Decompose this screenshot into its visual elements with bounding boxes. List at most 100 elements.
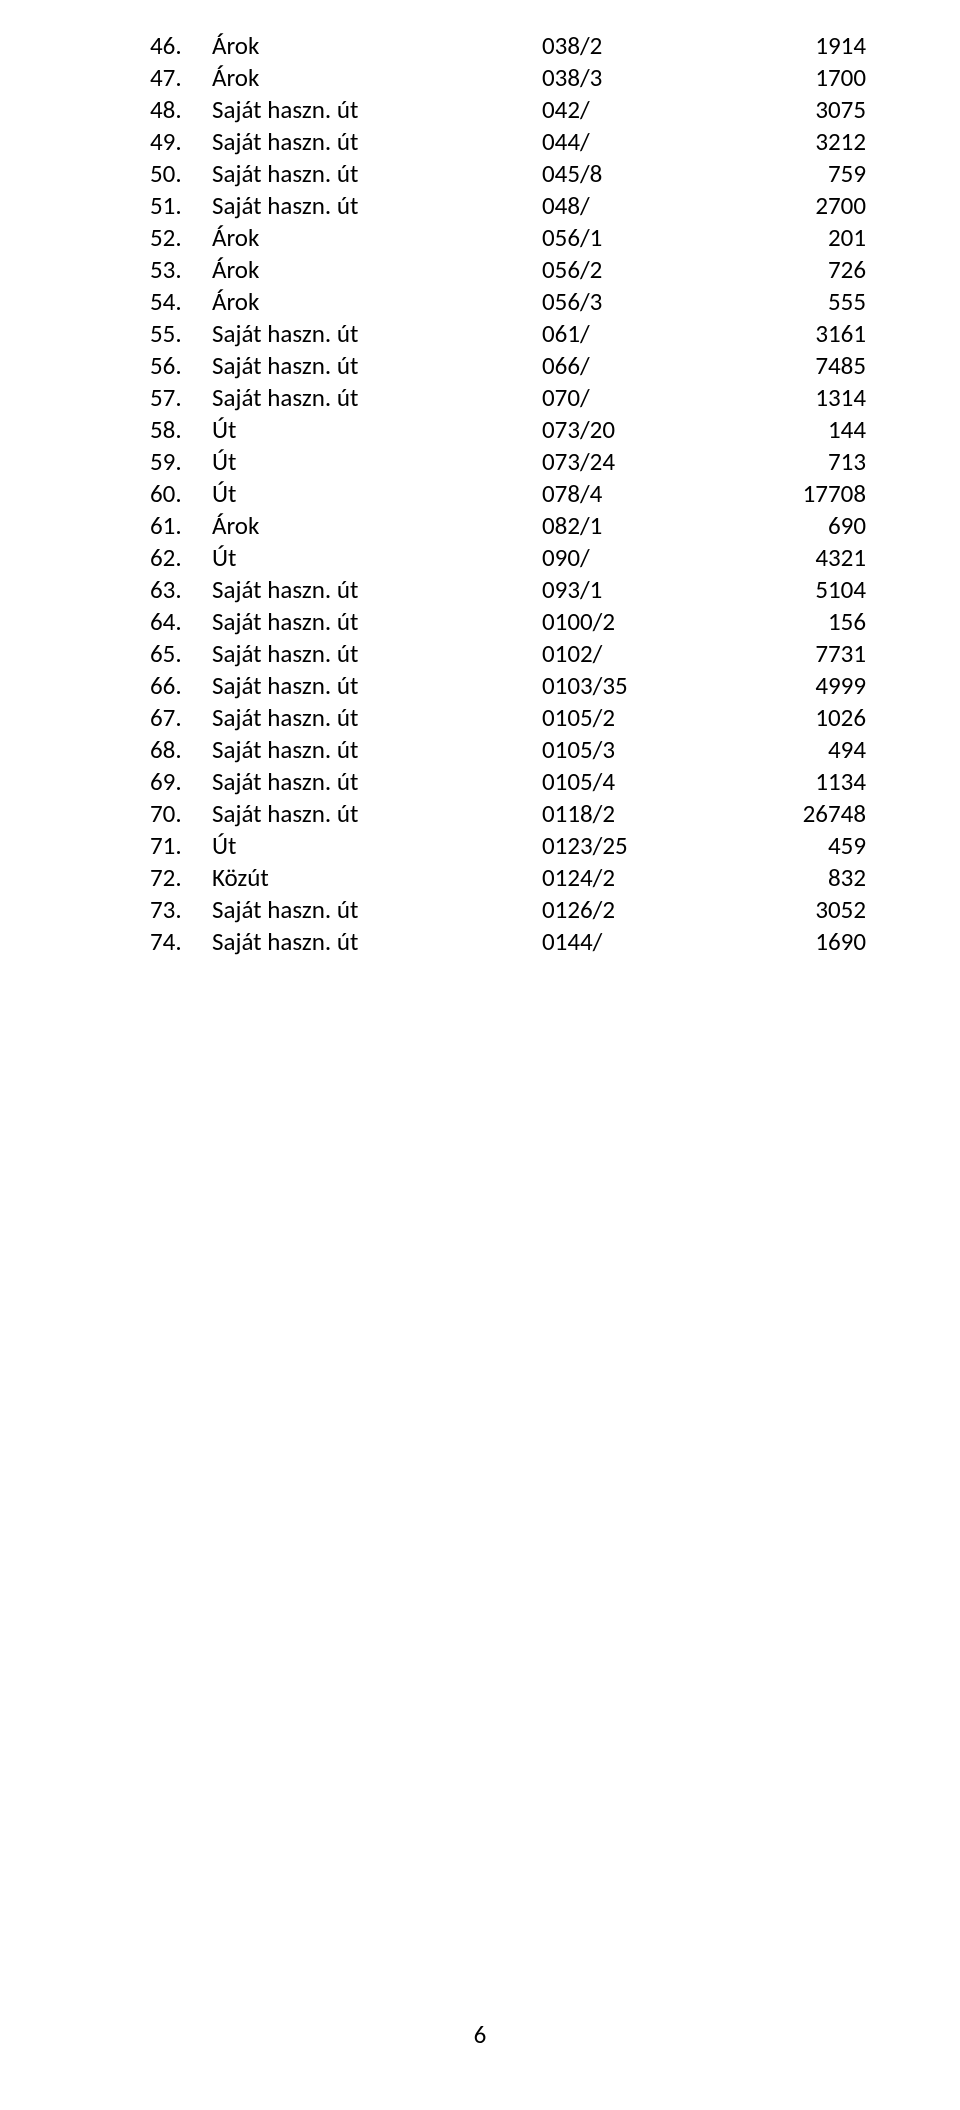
row-code: 045/8	[542, 158, 732, 190]
row-value: 1134	[732, 766, 866, 798]
row-number: 55.	[150, 318, 212, 350]
row-number: 50.	[150, 158, 212, 190]
row-code: 0100/2	[542, 606, 732, 638]
row-number: 64.	[150, 606, 212, 638]
row-description: Saját haszn. út	[212, 318, 542, 350]
row-number: 48.	[150, 94, 212, 126]
row-description: Saját haszn. út	[212, 766, 542, 798]
row-value: 26748	[732, 798, 866, 830]
row-description: Saját haszn. út	[212, 734, 542, 766]
table-row: 49.Saját haszn. út044/3212	[150, 126, 890, 158]
row-description: Közút	[212, 862, 542, 894]
table-row: 74.Saját haszn. út0144/1690	[150, 926, 890, 958]
row-code: 038/2	[542, 30, 732, 62]
row-value: 1314	[732, 382, 866, 414]
row-code: 078/4	[542, 478, 732, 510]
row-number: 65.	[150, 638, 212, 670]
row-number: 74.	[150, 926, 212, 958]
row-value: 726	[732, 254, 866, 286]
row-value: 1026	[732, 702, 866, 734]
table-row: 56.Saját haszn. út066/7485	[150, 350, 890, 382]
row-number: 72.	[150, 862, 212, 894]
table-body: 46.Árok038/2191447.Árok038/3170048.Saját…	[150, 30, 890, 958]
row-code: 042/	[542, 94, 732, 126]
table-row: 55.Saját haszn. út061/3161	[150, 318, 890, 350]
row-code: 0126/2	[542, 894, 732, 926]
row-description: Út	[212, 830, 542, 862]
row-value: 555	[732, 286, 866, 318]
row-description: Saját haszn. út	[212, 126, 542, 158]
row-description: Saját haszn. út	[212, 94, 542, 126]
row-description: Saját haszn. út	[212, 606, 542, 638]
table-row: 48.Saját haszn. út042/3075	[150, 94, 890, 126]
row-description: Saját haszn. út	[212, 926, 542, 958]
row-number: 71.	[150, 830, 212, 862]
row-description: Saját haszn. út	[212, 638, 542, 670]
row-description: Saját haszn. út	[212, 382, 542, 414]
row-number: 73.	[150, 894, 212, 926]
row-value: 1690	[732, 926, 866, 958]
row-number: 70.	[150, 798, 212, 830]
row-value: 690	[732, 510, 866, 542]
table-row: 69.Saját haszn. út0105/41134	[150, 766, 890, 798]
row-code: 093/1	[542, 574, 732, 606]
table-row: 59.Út073/24713	[150, 446, 890, 478]
table-row: 54.Árok056/3555	[150, 286, 890, 318]
table-row: 73.Saját haszn. út0126/23052	[150, 894, 890, 926]
row-number: 69.	[150, 766, 212, 798]
row-code: 061/	[542, 318, 732, 350]
row-value: 832	[732, 862, 866, 894]
table-row: 71.Út0123/25459	[150, 830, 890, 862]
row-value: 4321	[732, 542, 866, 574]
row-value: 144	[732, 414, 866, 446]
row-code: 0124/2	[542, 862, 732, 894]
row-description: Saját haszn. út	[212, 894, 542, 926]
table-row: 47.Árok038/31700	[150, 62, 890, 94]
table-row: 60.Út078/417708	[150, 478, 890, 510]
row-description: Saját haszn. út	[212, 702, 542, 734]
row-value: 201	[732, 222, 866, 254]
row-value: 3052	[732, 894, 866, 926]
row-value: 7485	[732, 350, 866, 382]
table-row: 65.Saját haszn. út0102/7731	[150, 638, 890, 670]
row-description: Saját haszn. út	[212, 798, 542, 830]
row-number: 52.	[150, 222, 212, 254]
table-row: 46.Árok038/21914	[150, 30, 890, 62]
row-value: 7731	[732, 638, 866, 670]
row-value: 494	[732, 734, 866, 766]
row-code: 073/24	[542, 446, 732, 478]
table-row: 52.Árok056/1201	[150, 222, 890, 254]
row-number: 63.	[150, 574, 212, 606]
row-code: 0105/4	[542, 766, 732, 798]
row-code: 082/1	[542, 510, 732, 542]
table-row: 50.Saját haszn. út045/8759	[150, 158, 890, 190]
row-code: 073/20	[542, 414, 732, 446]
row-description: Út	[212, 446, 542, 478]
row-code: 066/	[542, 350, 732, 382]
table-row: 64.Saját haszn. út0100/2156	[150, 606, 890, 638]
row-number: 58.	[150, 414, 212, 446]
row-code: 090/	[542, 542, 732, 574]
row-number: 49.	[150, 126, 212, 158]
row-description: Saját haszn. út	[212, 350, 542, 382]
row-number: 57.	[150, 382, 212, 414]
row-code: 0123/25	[542, 830, 732, 862]
row-code: 0144/	[542, 926, 732, 958]
row-description: Saját haszn. út	[212, 158, 542, 190]
table-row: 72.Közút0124/2832	[150, 862, 890, 894]
row-description: Árok	[212, 30, 542, 62]
row-code: 0105/2	[542, 702, 732, 734]
row-value: 759	[732, 158, 866, 190]
row-value: 713	[732, 446, 866, 478]
row-code: 044/	[542, 126, 732, 158]
row-code: 038/3	[542, 62, 732, 94]
row-description: Út	[212, 478, 542, 510]
row-code: 0102/	[542, 638, 732, 670]
row-number: 51.	[150, 190, 212, 222]
row-value: 1700	[732, 62, 866, 94]
table-row: 67.Saját haszn. út0105/21026	[150, 702, 890, 734]
row-description: Út	[212, 414, 542, 446]
table-row: 62.Út090/4321	[150, 542, 890, 574]
row-description: Út	[212, 542, 542, 574]
row-value: 156	[732, 606, 866, 638]
